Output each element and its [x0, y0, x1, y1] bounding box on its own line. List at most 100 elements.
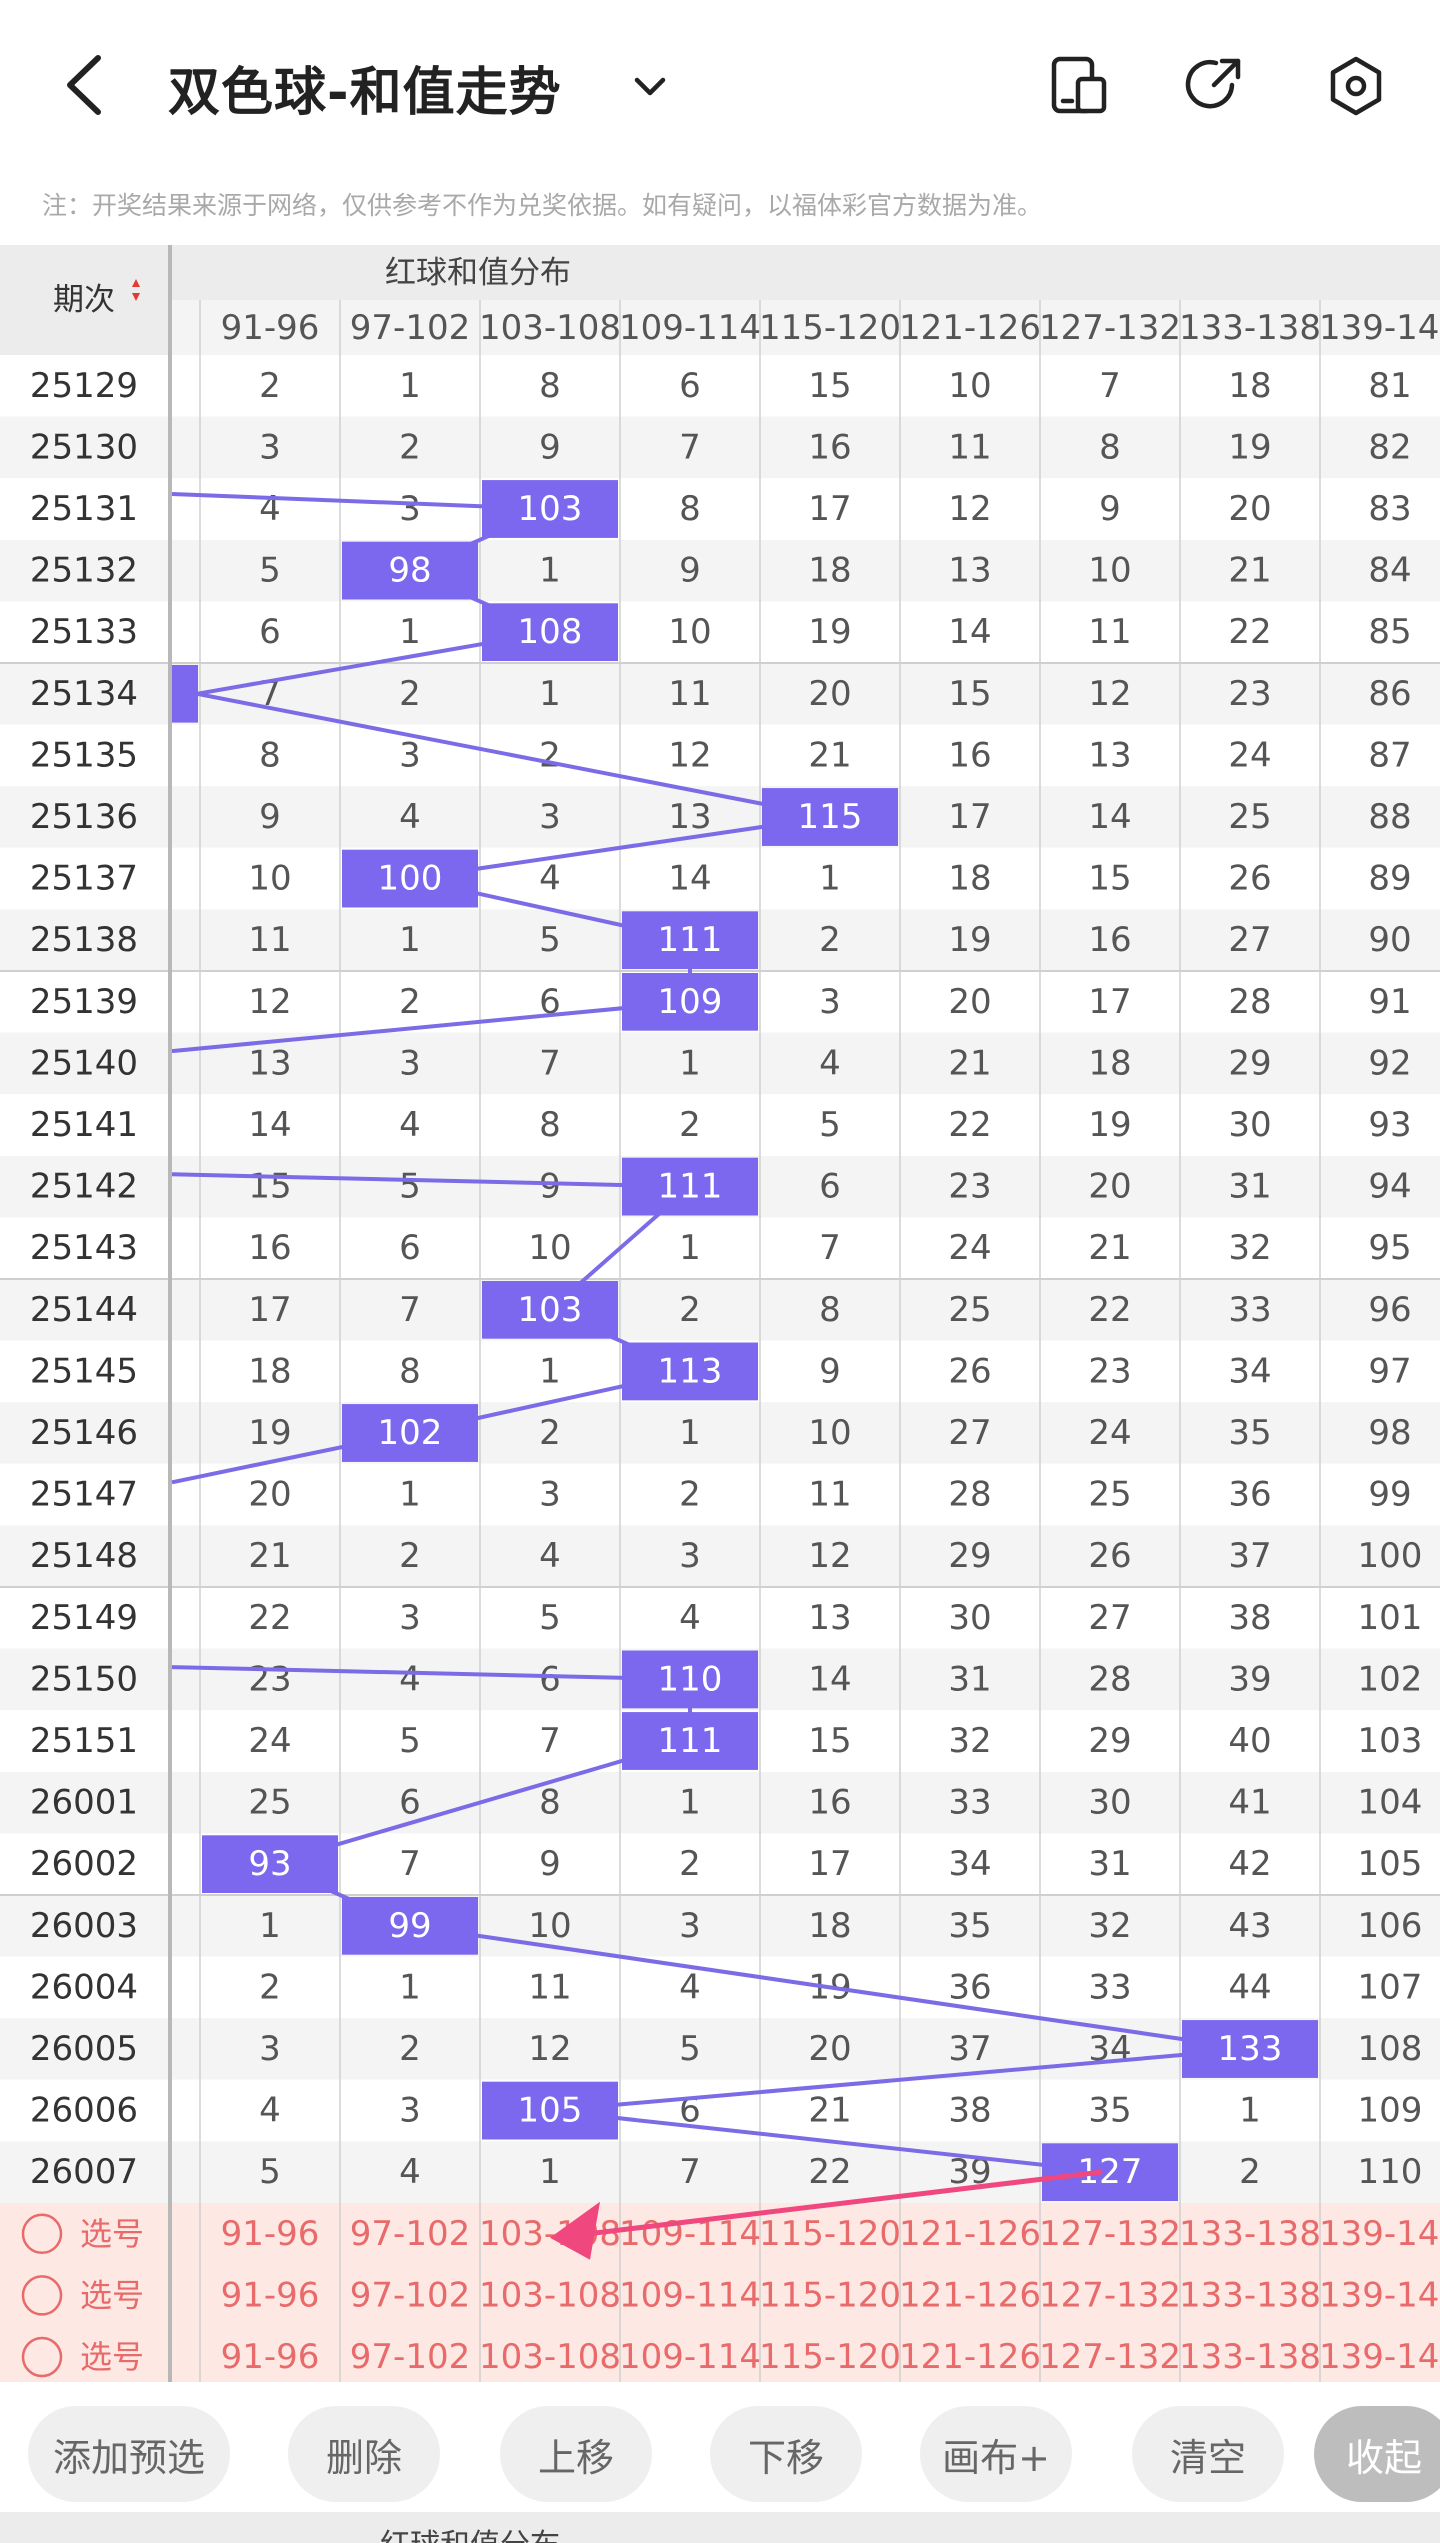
- hit-cell: [622, 973, 758, 1031]
- miss-value: 18: [948, 859, 991, 899]
- miss-value: 28: [948, 1475, 991, 1515]
- miss-value: 16: [808, 427, 851, 467]
- select-range-option[interactable]: 127-132: [1039, 2337, 1181, 2377]
- select-label[interactable]: 选号: [80, 2338, 144, 2376]
- miss-value: 20: [948, 982, 991, 1022]
- period-cell: 26006: [30, 2091, 138, 2131]
- period-cell: 25145: [30, 1351, 138, 1391]
- miss-value: 21: [808, 2091, 851, 2131]
- miss-value: 33: [1088, 1967, 1131, 2007]
- settings-icon[interactable]: [1325, 55, 1387, 117]
- select-range-option[interactable]: 115-120: [759, 2275, 901, 2315]
- miss-value: 30: [1228, 1105, 1271, 1145]
- miss-value: 11: [1088, 612, 1131, 652]
- miss-value: 36: [948, 1967, 991, 2007]
- miss-value: 20: [808, 674, 851, 714]
- select-range-option[interactable]: 109-114: [619, 2337, 761, 2377]
- miss-value: 108: [1358, 2029, 1423, 2069]
- select-label[interactable]: 选号: [80, 2215, 144, 2253]
- hit-cell: [622, 1712, 758, 1770]
- back-icon[interactable]: [58, 52, 118, 118]
- hit-cell: [622, 1650, 758, 1709]
- miss-value: 12: [528, 2029, 571, 2069]
- sort-up-icon[interactable]: [132, 279, 140, 287]
- canvas-plus-button[interactable]: 画布+: [920, 2406, 1072, 2502]
- miss-value: 107: [1358, 1967, 1423, 2007]
- add-preselect-button[interactable]: 添加预选: [28, 2406, 230, 2502]
- period-header[interactable]: 期次: [53, 282, 115, 318]
- select-range-option[interactable]: 133-138: [1179, 2275, 1321, 2315]
- select-range-option[interactable]: 103-108: [479, 2275, 621, 2315]
- select-range-option[interactable]: 121-126: [899, 2337, 1041, 2377]
- select-range-option[interactable]: 91-96: [221, 2214, 320, 2254]
- select-range-option[interactable]: 127-132: [1039, 2214, 1181, 2254]
- miss-value: 11: [668, 674, 711, 714]
- select-radio[interactable]: [21, 2275, 63, 2316]
- select-range-option[interactable]: 97-102: [350, 2337, 470, 2377]
- period-cell: 26002: [30, 1844, 138, 1884]
- miss-value: 12: [668, 735, 711, 775]
- share-icon[interactable]: [1184, 55, 1246, 117]
- miss-value: 90: [1368, 920, 1411, 960]
- select-range-option[interactable]: 133-138: [1179, 2214, 1321, 2254]
- select-range-option[interactable]: 91-96: [221, 2337, 320, 2377]
- sort-down-icon[interactable]: [132, 293, 140, 301]
- miss-value: 23: [1088, 1351, 1131, 1391]
- miss-value: 27: [948, 1413, 991, 1453]
- select-range-option[interactable]: 115-120: [759, 2337, 901, 2377]
- column-header: 103-108: [479, 308, 621, 348]
- select-range-option[interactable]: 97-102: [350, 2214, 470, 2254]
- select-range-option[interactable]: 103-108: [479, 2337, 621, 2377]
- miss-value: 25: [1088, 1475, 1131, 1515]
- delete-button[interactable]: 删除: [288, 2406, 440, 2502]
- miss-value: 1: [259, 1906, 281, 1946]
- hit-value: 111: [658, 1721, 723, 1761]
- select-radio[interactable]: [21, 2213, 63, 2255]
- page-title[interactable]: 双色球-和值走势: [168, 63, 562, 123]
- miss-value: 95: [1368, 1228, 1411, 1268]
- select-range-option[interactable]: 139-144: [1319, 2337, 1440, 2377]
- miss-value: 100: [1358, 1536, 1423, 1576]
- miss-value: 12: [808, 1536, 851, 1576]
- select-range-option[interactable]: 121-126: [899, 2275, 1041, 2315]
- period-cell: 25137: [30, 859, 138, 899]
- select-range-option[interactable]: 127-132: [1039, 2275, 1181, 2315]
- miss-value: 20: [808, 2029, 851, 2069]
- select-range-option[interactable]: 115-120: [759, 2214, 901, 2254]
- miss-value: 9: [539, 1844, 561, 1884]
- collapse-button[interactable]: 收起: [1314, 2406, 1440, 2502]
- hit-value: 108: [518, 612, 583, 652]
- select-label[interactable]: 选号: [80, 2276, 144, 2314]
- miss-value: 1: [679, 1228, 701, 1268]
- hit-value: 103: [518, 1290, 583, 1330]
- select-range-option[interactable]: 97-102: [350, 2275, 470, 2315]
- miss-value: 4: [399, 1105, 421, 1145]
- select-radio[interactable]: [21, 2336, 63, 2378]
- selection-area: [0, 2203, 1440, 2388]
- select-range-option[interactable]: 109-114: [619, 2275, 761, 2315]
- period-cell: 26004: [30, 1967, 138, 2007]
- period-cell: 26003: [30, 1906, 138, 1946]
- move-down-button[interactable]: 下移: [710, 2406, 862, 2502]
- miss-value: 13: [808, 1598, 851, 1638]
- miss-value: 14: [668, 859, 711, 899]
- miss-value: 18: [1088, 1043, 1131, 1083]
- miss-value: 7: [539, 1721, 561, 1761]
- trend-line: [171, 999, 691, 1054]
- hit-value: 109: [658, 982, 723, 1022]
- select-range-option[interactable]: 121-126: [899, 2214, 1041, 2254]
- miss-value: 22: [1088, 1290, 1131, 1330]
- select-range-option[interactable]: 133-138: [1179, 2337, 1321, 2377]
- move-up-button[interactable]: 上移: [500, 2406, 652, 2502]
- miss-value: 25: [948, 1290, 991, 1330]
- select-range-option[interactable]: 139-144: [1319, 2275, 1440, 2315]
- select-range-option[interactable]: 91-96: [221, 2275, 320, 2315]
- phone-screen-icon[interactable]: [1048, 55, 1110, 117]
- select-range-option[interactable]: 139-144: [1319, 2214, 1440, 2254]
- clear-button[interactable]: 清空: [1132, 2406, 1284, 2502]
- hit-cell: [1042, 2143, 1178, 2201]
- miss-value: 5: [819, 1105, 841, 1145]
- miss-value: 11: [808, 1475, 851, 1515]
- miss-value: 22: [948, 1105, 991, 1145]
- chevron-down-icon[interactable]: [625, 62, 675, 112]
